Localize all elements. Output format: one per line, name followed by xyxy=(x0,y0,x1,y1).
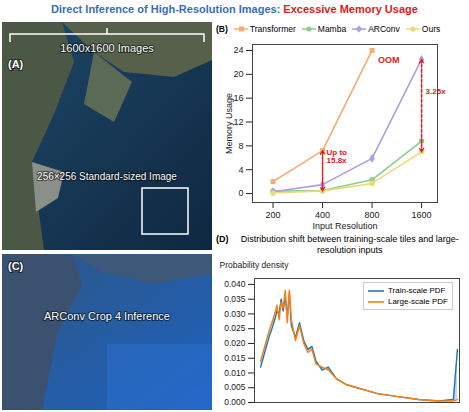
svg-text:8: 8 xyxy=(238,141,243,151)
html-text:(B): (B) xyxy=(216,24,228,34)
svg-text:0.005: 0.005 xyxy=(224,382,246,392)
svg-text:Memory Usage: Memory Usage xyxy=(224,93,234,154)
svg-text:0.000: 0.000 xyxy=(224,397,246,407)
svg-text:200: 200 xyxy=(266,210,281,220)
svg-text:(A): (A) xyxy=(8,58,24,70)
svg-text:16: 16 xyxy=(233,93,243,103)
svg-text:Up to15.8x: Up to15.8x xyxy=(327,148,348,165)
svg-text:1600: 1600 xyxy=(412,210,432,220)
svg-text:Probability density: Probability density xyxy=(220,260,290,270)
svg-text:0.020: 0.020 xyxy=(224,338,246,348)
svg-text:OOM: OOM xyxy=(378,55,400,65)
html-text:Train-scale PDF: Train-scale PDF xyxy=(388,286,446,295)
svg-text:1600x1600 Images: 1600x1600 Images xyxy=(60,42,154,54)
svg-text:0.040: 0.040 xyxy=(224,279,246,289)
html-text:Direct Inference of High-Resol: Direct Inference of High-Resolution Imag… xyxy=(51,3,418,15)
svg-text:3.25x: 3.25x xyxy=(426,87,447,96)
svg-text:800: 800 xyxy=(365,210,380,220)
svg-text:0.025: 0.025 xyxy=(224,323,246,333)
svg-text:0.035: 0.035 xyxy=(224,294,246,304)
svg-text:4: 4 xyxy=(238,165,243,175)
svg-text:24: 24 xyxy=(233,45,243,55)
svg-text:(C): (C) xyxy=(8,260,24,272)
svg-text:ARConv Crop 4 Inference: ARConv Crop 4 Inference xyxy=(44,310,170,322)
html-text:Large-scale PDF: Large-scale PDF xyxy=(388,297,448,306)
html-text:Transformer: Transformer xyxy=(249,24,296,34)
svg-text:0.030: 0.030 xyxy=(224,309,246,319)
svg-text:Input Resolution: Input Resolution xyxy=(312,221,377,231)
svg-text:12: 12 xyxy=(233,117,243,127)
svg-text:20: 20 xyxy=(233,69,243,79)
svg-text:256×256 Standard-sized Image: 256×256 Standard-sized Image xyxy=(37,171,177,182)
html-text:(D): (D) xyxy=(216,234,229,244)
html-text:Distribution shift between tra: Distribution shift between training-scal… xyxy=(240,234,459,255)
svg-text:0.015: 0.015 xyxy=(224,353,246,363)
svg-text:0: 0 xyxy=(238,188,243,198)
svg-text:400: 400 xyxy=(315,210,330,220)
html-text:ARConv: ARConv xyxy=(368,24,400,34)
svg-text:0.010: 0.010 xyxy=(224,368,246,378)
html-text:Mamba: Mamba xyxy=(317,24,347,34)
html-text:Ours: Ours xyxy=(421,24,441,34)
